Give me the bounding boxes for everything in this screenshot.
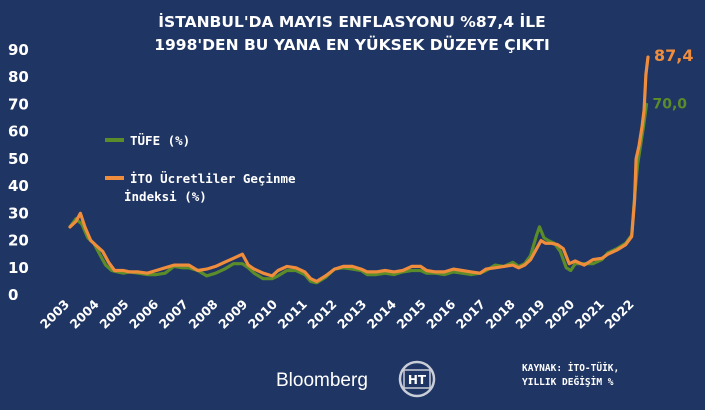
x-tick-label: 2010 — [245, 296, 280, 331]
y-tick-label: 50 — [8, 150, 29, 168]
source-line-1: KAYNAK: İTO-TÜİK, — [522, 363, 619, 374]
ht-logo-text: HT — [408, 373, 427, 387]
x-tick-label: 2003 — [37, 297, 72, 332]
x-tick-label: 2006 — [126, 296, 161, 331]
x-tick-label: 2008 — [185, 297, 220, 332]
x-tick-label: 2012 — [304, 297, 339, 332]
x-tick-label: 2017 — [453, 297, 488, 332]
x-tick-label: 2021 — [572, 297, 607, 332]
legend-label-tufe: TÜFE (%) — [130, 133, 190, 148]
legend-label-ito-line-1: İTO Ücretliler Geçinme — [130, 171, 296, 186]
source-line-2: YILLIK DEĞİŞİM % — [522, 376, 614, 388]
x-tick-label: 2013 — [334, 297, 369, 332]
y-tick-label: 0 — [8, 286, 18, 304]
legend-label-ito: İTO Ücretliler Geçinme İndeksi (%) — [124, 171, 303, 204]
x-tick-label: 2020 — [542, 296, 577, 331]
brand-wordmark: Bloomberg — [276, 370, 368, 391]
y-axis: 0 10 20 30 40 50 60 70 80 90 — [8, 41, 29, 304]
ht-logo-box — [403, 369, 431, 389]
end-label-tufe: 70,0 — [653, 96, 688, 112]
y-tick-label: 20 — [8, 232, 29, 250]
series-layer — [68, 55, 650, 285]
y-tick-label: 30 — [8, 204, 29, 222]
y-tick-label: 60 — [8, 123, 29, 141]
end-labels: 70,0 87,4 — [653, 46, 694, 112]
series-line-ito — [68, 55, 650, 283]
y-tick-label: 40 — [8, 177, 29, 195]
series-line-tufe — [68, 102, 649, 285]
x-tick-label: 2007 — [156, 297, 191, 332]
ht-logo-ring — [398, 360, 436, 398]
ht-logo: HT — [398, 360, 436, 398]
y-tick-label: 80 — [8, 68, 29, 86]
x-tick-label: 2014 — [364, 296, 399, 331]
chart-title-line-1: İSTANBUL'DA MAYIS ENFLASYONU %87,4 İLE — [158, 12, 545, 31]
y-tick-label: 90 — [8, 41, 29, 59]
legend: TÜFE (%) İTO Ücretliler Geçinme İndeksi … — [105, 133, 303, 204]
end-label-ito: 87,4 — [654, 46, 693, 65]
x-axis: 2003200420052006200720082009201020112012… — [37, 296, 637, 331]
x-tick-label: 2022 — [602, 297, 637, 332]
footer: Bloomberg HT KAYNAK: İTO-TÜİK, YILLIK DE… — [276, 360, 619, 398]
y-tick-label: 70 — [8, 95, 29, 113]
x-tick-label: 2009 — [215, 297, 250, 332]
chart-title-line-2: 1998'DEN BU YANA EN YÜKSEK DÜZEYE ÇIKTI — [154, 35, 550, 54]
x-tick-label: 2016 — [423, 296, 458, 331]
y-tick-label: 10 — [8, 259, 29, 277]
x-tick-label: 2011 — [275, 297, 310, 332]
x-tick-label: 2015 — [394, 297, 429, 332]
x-tick-label: 2004 — [67, 296, 102, 331]
legend-label-ito-line-2: İndeksi (%) — [124, 189, 207, 204]
x-tick-label: 2005 — [96, 297, 131, 332]
x-tick-label: 2018 — [483, 297, 518, 332]
x-tick-label: 2019 — [512, 297, 547, 332]
